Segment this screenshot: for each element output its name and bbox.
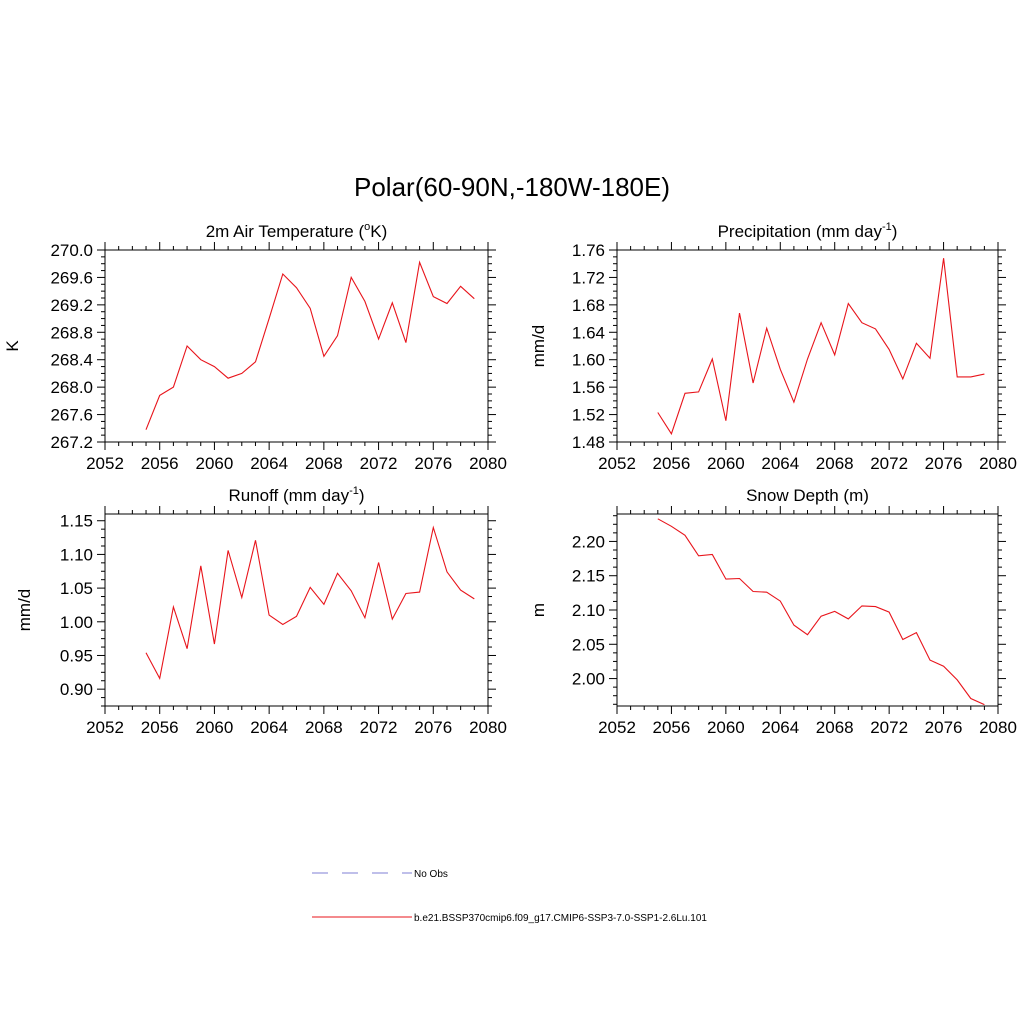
- x-tick-label: 2076: [414, 718, 452, 737]
- x-tick-label: 2072: [360, 718, 398, 737]
- x-tick-label: 2068: [816, 718, 854, 737]
- y-tick-label: 0.90: [60, 680, 93, 699]
- x-tick-label: 2080: [469, 454, 507, 473]
- x-tick-label: 2056: [653, 718, 691, 737]
- y-tick-label: 1.15: [60, 512, 93, 531]
- legend: No Obs b.e21.BSSP370cmip6.f09_g17.CMIP6-…: [312, 869, 707, 924]
- panel-title: Precipitation (mm day-1): [718, 221, 898, 241]
- x-tick-label: 2068: [305, 718, 343, 737]
- x-tick-label: 2072: [870, 454, 908, 473]
- panel-title-main: Precipitation (mm day: [718, 222, 883, 241]
- panel-title: Snow Depth (m): [746, 486, 869, 505]
- x-tick-label: 2060: [196, 454, 234, 473]
- x-tick-label: 2060: [196, 718, 234, 737]
- y-tick-label: 267.6: [50, 406, 93, 425]
- y-tick-label: 1.64: [572, 323, 605, 342]
- y-tick-label: 269.6: [50, 268, 93, 287]
- panel-title-tail: ): [359, 486, 365, 505]
- x-tick-label: 2076: [925, 718, 963, 737]
- y-tick-label: 1.48: [572, 433, 605, 452]
- x-tick-label: 2064: [761, 454, 799, 473]
- y-tick-label: 268.0: [50, 378, 93, 397]
- y-tick-label: 1.72: [572, 268, 605, 287]
- x-tick-label: 2068: [305, 454, 343, 473]
- panel-title-main: Runoff (mm day: [228, 486, 349, 505]
- y-tick-label: 268.8: [50, 323, 93, 342]
- x-tick-label: 2068: [816, 454, 854, 473]
- x-tick-label: 2080: [469, 718, 507, 737]
- panel-precipitation: Precipitation (mm day-1) mm/d 2052 2056 2060…: [529, 221, 1017, 473]
- panel-title-main: 2m Air Temperature (: [206, 222, 365, 241]
- x-tick-label: 2060: [707, 718, 745, 737]
- y-tick-label: 270.0: [50, 241, 93, 260]
- x-tick-label: 2060: [707, 454, 745, 473]
- series-line: [657, 518, 985, 706]
- plot-frame: [104, 249, 489, 443]
- panel-title-main: Snow Depth (m): [746, 486, 869, 505]
- figure-title: Polar(60-90N,-180W-180E): [354, 172, 670, 202]
- x-tick-label: 2076: [925, 454, 963, 473]
- x-tick-label: 2072: [870, 718, 908, 737]
- x-tick-label: 2052: [86, 718, 124, 737]
- panel-snow-depth: Snow Depth (m) m 2052 2056 2060 2064 2068 2072 2…: [529, 486, 1017, 737]
- x-tick-label: 2080: [979, 454, 1017, 473]
- x-tick-label: 2076: [414, 454, 452, 473]
- y-tick-label: 1.00: [60, 613, 93, 632]
- x-tick-label: 2056: [141, 718, 179, 737]
- y-tick-label: 2.20: [572, 532, 605, 551]
- y-axis-label: mm/d: [15, 589, 34, 632]
- x-tick-label: 2056: [653, 454, 691, 473]
- y-tick-label: 1.10: [60, 545, 93, 564]
- panel-air-temperature: 2m Air Temperature (oK) K 2052 2056 2060 2064…: [3, 221, 507, 473]
- x-tick-label: 2064: [250, 718, 288, 737]
- x-tick-label: 2064: [761, 718, 799, 737]
- y-tick-label: 268.4: [50, 351, 93, 370]
- y-tick-label: 2.05: [572, 635, 605, 654]
- panel-title-tail: ): [892, 222, 898, 241]
- series-line: [145, 525, 475, 681]
- y-tick-label: 1.05: [60, 579, 93, 598]
- y-tick-label: 267.2: [50, 433, 93, 452]
- x-tick-label: 2052: [598, 718, 636, 737]
- y-tick-label: 1.60: [572, 351, 605, 370]
- y-tick-label: 0.95: [60, 646, 93, 665]
- panel-title-superscript: o: [364, 221, 370, 233]
- x-tick-label: 2052: [86, 454, 124, 473]
- y-tick-label: 2.10: [572, 601, 605, 620]
- x-tick-label: 2080: [979, 718, 1017, 737]
- panel-title-superscript: -1: [882, 221, 892, 233]
- y-tick-label: 2.00: [572, 670, 605, 689]
- y-tick-label: 1.52: [572, 406, 605, 425]
- x-tick-label: 2064: [250, 454, 288, 473]
- y-tick-label: 1.68: [572, 296, 605, 315]
- panel-title: Runoff (mm day-1): [228, 485, 364, 505]
- y-axis-label: m: [529, 603, 548, 617]
- legend-obs-label: No Obs: [414, 869, 448, 880]
- y-axis-label: mm/d: [529, 325, 548, 368]
- plot-frame: [616, 513, 999, 707]
- series-line: [145, 260, 475, 430]
- panel-title: 2m Air Temperature (oK): [206, 221, 388, 241]
- panel-runoff: Runoff (mm day-1) mm/d 2052 2056 2060 2064 206…: [15, 485, 507, 737]
- panel-title-superscript: -1: [349, 485, 359, 497]
- panel-title-tail: K): [370, 222, 387, 241]
- x-tick-label: 2052: [598, 454, 636, 473]
- y-tick-label: 2.15: [572, 567, 605, 586]
- y-tick-label: 1.56: [572, 378, 605, 397]
- legend-model-label: b.e21.BSSP370cmip6.f09_g17.CMIP6-SSP3-7.…: [414, 913, 707, 924]
- y-axis-label: K: [3, 340, 22, 352]
- y-tick-label: 269.2: [50, 296, 93, 315]
- series-line: [657, 258, 985, 436]
- x-tick-label: 2056: [141, 454, 179, 473]
- y-tick-label: 1.76: [572, 241, 605, 260]
- x-tick-label: 2072: [360, 454, 398, 473]
